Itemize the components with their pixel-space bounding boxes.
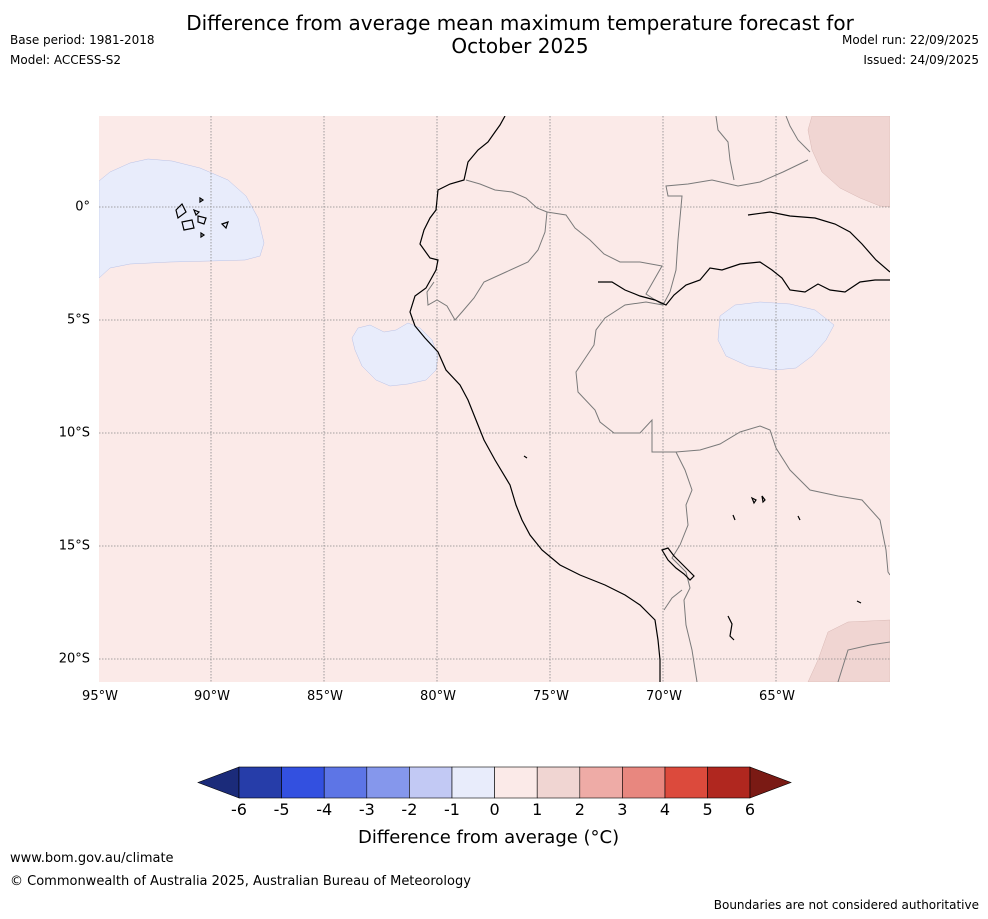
- colorbar-segment-6: [451, 766, 495, 799]
- lon-label-65w: 65°W: [759, 689, 795, 704]
- lon-label-80w: 80°W: [420, 689, 456, 704]
- meta-left: Base period: 1981-2018 Model: ACCESS-S2: [10, 30, 155, 70]
- colorbar-extend-high: [749, 766, 792, 799]
- colorbar-tick: 3: [617, 800, 628, 819]
- lat-label-10s: 10°S: [58, 425, 90, 441]
- border-peru-bolivia: [671, 544, 698, 682]
- river-negro: [747, 211, 890, 273]
- galapagos-islands: [175, 196, 229, 239]
- anomaly-region-offshore-peru: [351, 322, 439, 387]
- map-title-line1: Difference from average mean maximum tem…: [186, 11, 854, 35]
- colorbar-tick: 6: [744, 800, 756, 819]
- colorbar-label: Difference from average (°C): [358, 827, 620, 848]
- lat-label-0: 0°: [75, 199, 90, 215]
- graticule: [99, 116, 890, 682]
- colorbar-segment-3: [323, 766, 368, 799]
- colorbar-extend-low: [197, 766, 240, 799]
- colorbar-segment-1: [238, 766, 282, 799]
- colorbar-tick: -4: [316, 800, 333, 819]
- colorbar-segment-11: [664, 766, 708, 799]
- border-chile-bolivia: [663, 589, 683, 611]
- issued-date: Issued: 24/09/2025: [863, 53, 979, 67]
- coastline-pacific: [409, 116, 661, 682]
- colorbar-segment-7: [494, 766, 538, 799]
- footer-url: www.bom.gov.au/climate: [10, 851, 174, 866]
- lat-label-15s: 15°S: [58, 538, 90, 554]
- border-brazil-bolivia: [675, 425, 890, 576]
- colorbar-tick: -6: [231, 800, 247, 819]
- lon-label-85w: 85°W: [307, 689, 343, 704]
- border-colombia-peru: [546, 211, 664, 306]
- model-run: Model run: 22/09/2025: [841, 33, 979, 47]
- map-title: Difference from average mean maximum tem…: [0, 12, 988, 58]
- lon-label-90w: 90°W: [194, 689, 230, 704]
- border-north-amazon: [715, 116, 811, 181]
- map-area: [99, 116, 890, 682]
- lake-titicaca: [661, 547, 695, 581]
- colorbar-tick: 4: [659, 800, 671, 819]
- colorbar-segment-10: [622, 766, 666, 799]
- lake-small: [523, 455, 862, 641]
- colorbar: [197, 766, 792, 799]
- model-name: Model: ACCESS-S2: [10, 53, 122, 67]
- meta-right: Model run: 22/09/2025 Issued: 24/09/2025: [842, 30, 979, 70]
- colorbar-tick: 2: [574, 800, 585, 819]
- border-colombia-brazil: [662, 159, 809, 306]
- coastlines: [175, 116, 890, 682]
- river-amazon: [598, 261, 890, 306]
- lon-label-95w: 95°W: [82, 689, 118, 704]
- colorbar-tick: 0: [489, 800, 500, 819]
- colorbar-tick: 1: [532, 800, 543, 819]
- border-south: [837, 641, 890, 682]
- colorbar-segment-2: [281, 766, 325, 799]
- colorbar-segment-9: [579, 766, 623, 799]
- colorbar-tick: -1: [444, 800, 460, 819]
- border-peru-brazil: [575, 301, 693, 546]
- anomaly-region-galapagos: [99, 158, 265, 279]
- anomaly-region-se: [807, 619, 890, 682]
- border-ecuador-peru: [426, 211, 548, 321]
- border-colombia-ecuador: [465, 179, 548, 213]
- lon-label-70w: 70°W: [646, 689, 682, 704]
- lat-label-5s: 5°S: [66, 312, 90, 328]
- colorbar-tick: -2: [401, 800, 418, 819]
- colorbar-tick: 5: [702, 800, 713, 819]
- colorbar-segment-12: [707, 766, 751, 799]
- lon-label-75w: 75°W: [533, 689, 569, 704]
- colorbar-tick: -3: [358, 800, 375, 819]
- lat-label-20s: 20°S: [58, 651, 90, 667]
- footer-copyright: © Commonwealth of Australia 2025, Austra…: [10, 874, 471, 889]
- base-period: Base period: 1981-2018: [10, 33, 155, 47]
- footer-disclaimer: Boundaries are not considered authoritat…: [713, 898, 979, 912]
- country-borders: [426, 116, 890, 682]
- map-title-line2: October 2025: [451, 34, 589, 58]
- colorbar-tick: -5: [273, 800, 290, 819]
- colorbar-segment-4: [366, 766, 410, 799]
- colorbar-segment-5: [409, 766, 453, 799]
- colorbar-segment-8: [536, 766, 581, 799]
- anomaly-region-ne: [807, 116, 890, 208]
